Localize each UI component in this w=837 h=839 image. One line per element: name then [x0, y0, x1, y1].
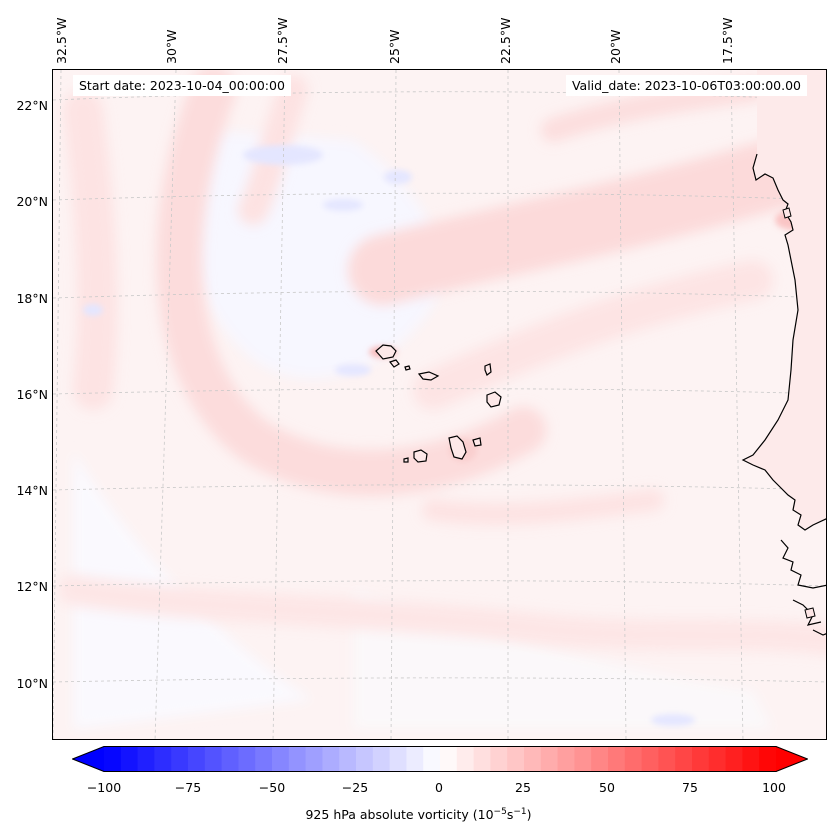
colorbar-bin — [171, 746, 189, 772]
colorbar-bin — [272, 746, 290, 772]
lon-label-22-5w: 22.5°W — [498, 17, 513, 64]
colorbar-bin — [255, 746, 273, 772]
colorbar-tick: −75 — [174, 780, 202, 795]
colorbar-bin — [574, 746, 592, 772]
colorbar-bin — [742, 746, 760, 772]
colorbar-bin — [406, 746, 424, 772]
lat-label-12n: 12°N — [16, 579, 48, 594]
lon-label-32-5w: 32.5°W — [54, 17, 69, 64]
colorbar-bin — [204, 746, 223, 772]
lat-label-18n: 18°N — [16, 291, 48, 306]
colorbar-label-exp2: −1 — [513, 807, 527, 817]
colorbar-bin — [356, 746, 374, 772]
colorbar-bin — [473, 746, 491, 772]
colorbar-bin — [692, 746, 710, 772]
colorbar-outline — [72, 746, 808, 772]
colorbar-bin — [540, 746, 559, 772]
colorbar-bin — [322, 746, 340, 772]
lat-label-10n: 10°N — [16, 676, 48, 691]
colorbar-label-exp1: −5 — [493, 807, 507, 817]
colorbar-bin — [305, 746, 323, 772]
colorbar-tick: −25 — [341, 780, 369, 795]
lon-label-25w: 25°W — [387, 29, 402, 64]
colorbar-tick: −50 — [258, 780, 286, 795]
lon-label-27-5w: 27.5°W — [275, 17, 290, 64]
colorbar-bin — [120, 746, 139, 772]
colorbar-bin — [389, 746, 407, 772]
lon-label-20w: 20°W — [608, 29, 623, 64]
lon-label-17-5w: 17.5°W — [720, 17, 735, 64]
colorbar-bin — [423, 746, 441, 772]
colorbar-label-prefix: 925 hPa absolute vorticity (10 — [305, 807, 494, 823]
lat-label-16n: 16°N — [16, 387, 48, 402]
colorbar-bin — [624, 746, 643, 772]
colorbar-bin — [591, 746, 609, 772]
colorbar-bin — [372, 746, 391, 772]
colorbar-bin — [188, 746, 206, 772]
colorbar-bin — [675, 746, 693, 772]
colorbar-bin — [339, 746, 357, 772]
lat-label-14n: 14°N — [16, 483, 48, 498]
colorbar-bin — [608, 746, 626, 772]
colorbar-tick: 25 — [515, 780, 531, 795]
colorbar-bin — [104, 746, 122, 772]
colorbar — [72, 746, 808, 772]
cabo-verde-islands — [375, 344, 502, 463]
colorbar-extend-min — [72, 746, 104, 772]
lat-label-20n: 20°N — [16, 194, 48, 209]
map-panel[interactable] — [52, 69, 827, 740]
colorbar-tick: 100 — [762, 780, 786, 795]
colorbar-bin — [137, 746, 155, 772]
colorbar-tick: 0 — [435, 780, 443, 795]
valid-date-label: Valid_date: 2023-10-06T03:00:00.00 — [565, 75, 807, 96]
start-date-label: Start date: 2023-10-04_00:00:00 — [73, 75, 291, 96]
colorbar-bin — [524, 746, 542, 772]
colorbar-bin — [658, 746, 676, 772]
colorbar-bin — [154, 746, 172, 772]
colorbar-bin — [507, 746, 525, 772]
colorbar-bin — [708, 746, 727, 772]
colorbar-tick: −100 — [86, 780, 122, 795]
colorbar-bin — [725, 746, 743, 772]
lat-label-22n: 22°N — [16, 98, 48, 113]
africa-coastline — [743, 70, 826, 530]
colorbar-bin — [440, 746, 458, 772]
colorbar-label-suffix: ) — [526, 807, 532, 823]
colorbar-bin — [456, 746, 475, 772]
colorbar-bin — [557, 746, 575, 772]
colorbar-label: 925 hPa absolute vorticity (10−5s−1) — [0, 807, 837, 822]
colorbar-bin — [490, 746, 508, 772]
colorbar-bin — [759, 746, 777, 772]
colorbar-bin — [221, 746, 239, 772]
colorbar-tick: 75 — [682, 780, 698, 795]
lon-label-30w: 30°W — [164, 29, 179, 64]
colorbar-label-mid: s — [506, 807, 514, 823]
colorbar-tick: 50 — [599, 780, 615, 795]
colorbar-bin — [288, 746, 307, 772]
colorbar-bin — [641, 746, 659, 772]
colorbar-bin — [238, 746, 256, 772]
vorticity-field — [53, 70, 826, 739]
colorbar-extend-max — [776, 746, 808, 772]
